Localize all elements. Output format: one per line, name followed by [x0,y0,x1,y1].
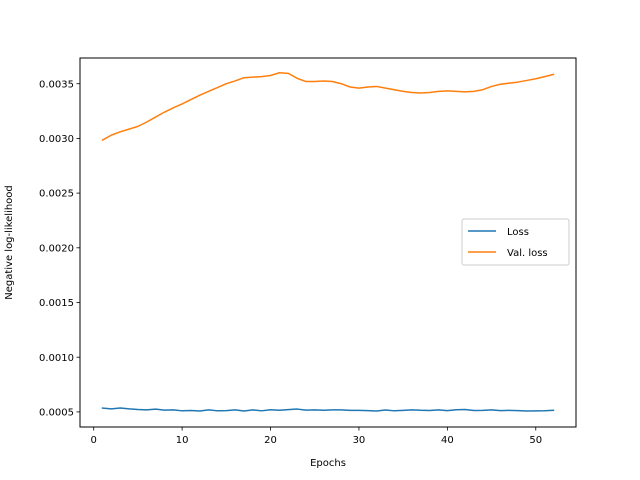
y-tick-label: 0.0025 [39,189,74,200]
y-tick-label: 0.0015 [39,298,74,309]
legend-label-0: Loss [507,227,529,238]
y-axis: 0.0005 0.0010 0.0015 0.0020 0.0025 0.0030 0.00… [39,79,80,419]
legend-label-1: Val. loss [507,248,548,259]
y-tick-label: 0.0020 [39,243,74,254]
legend: Loss Val. loss [461,218,570,266]
x-tick-label: 20 [264,435,277,446]
x-axis: 0 10 20 30 40 50 [91,427,542,446]
x-tick-label: 50 [529,435,542,446]
y-tick-label: 0.0035 [39,79,74,90]
x-tick-label: 30 [353,435,366,446]
x-tick-label: 0 [91,435,97,446]
series-layer [101,72,555,412]
y-axis-label: Negative log-likelihood [4,185,15,300]
x-axis-label: Epochs [310,458,346,469]
plot-frame [79,57,577,428]
y-tick-label: 0.0010 [39,353,74,364]
x-tick-label: 10 [176,435,189,446]
series-line-0 [101,407,555,412]
y-tick-label: 0.0005 [39,408,74,419]
x-tick-label: 40 [441,435,454,446]
series-line-1 [101,72,555,142]
y-tick-label: 0.0030 [39,134,74,145]
